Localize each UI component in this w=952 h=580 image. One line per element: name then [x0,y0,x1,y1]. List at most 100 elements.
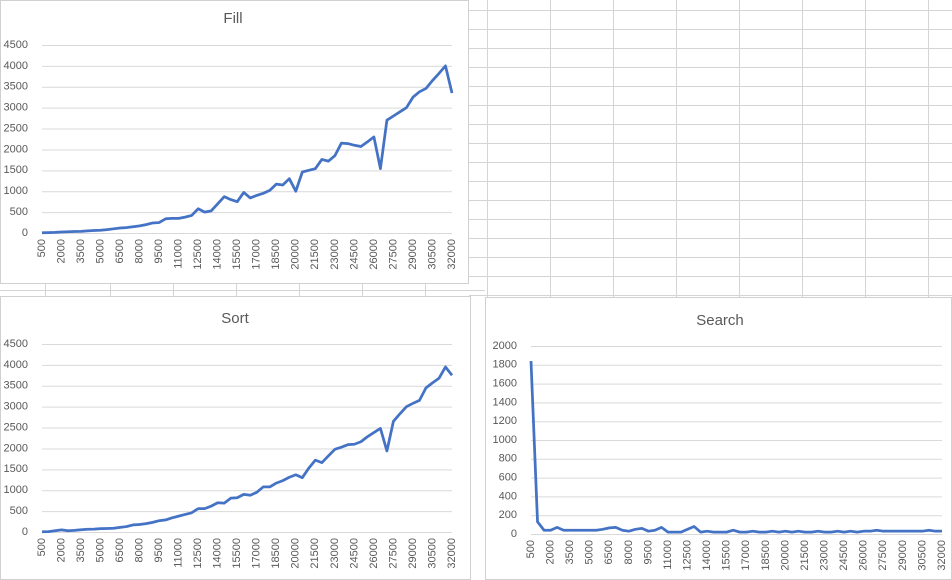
x-tick-label: 23000 [818,540,830,571]
chart-frame [0,0,469,284]
y-tick-label: 2000 [4,442,28,454]
y-tick-label: 800 [499,453,517,465]
y-tick-label: 3500 [4,81,28,93]
x-tick-label: 6500 [114,239,126,263]
y-tick-label: 500 [10,206,28,218]
x-tick-label: 9500 [153,239,165,263]
x-tick-label: 12500 [681,540,693,571]
chart-title: Fill [223,10,242,27]
y-tick-label: 1200 [493,415,517,427]
x-tick-label: 18500 [760,540,772,571]
x-tick-label: 500 [36,538,48,556]
x-tick-label: 18500 [270,538,282,569]
x-tick-label: 5000 [584,540,596,564]
y-tick-label: 200 [499,509,517,521]
y-tick-label: 400 [499,490,517,502]
y-tick-label: 0 [22,227,28,239]
x-tick-label: 2000 [55,538,67,562]
x-tick-label: 8000 [134,239,146,263]
y-tick-label: 4000 [4,359,28,371]
y-tick-label: 3000 [4,401,28,413]
x-tick-label: 30500 [426,239,438,270]
x-tick-label: 9500 [642,540,654,564]
x-tick-label: 500 [36,239,48,257]
x-tick-label: 20000 [290,239,302,270]
y-tick-label: 2000 [493,340,517,352]
line-series [41,365,454,534]
y-tick-label: 1500 [4,463,28,475]
y-tick-label: 1000 [4,484,28,496]
x-tick-label: 27500 [387,239,399,270]
y-tick-label: 1400 [493,396,517,408]
chart-frame [0,296,471,580]
x-tick-label: 26000 [858,540,870,571]
y-tick-label: 0 [22,526,28,538]
x-tick-label: 12500 [192,538,204,569]
y-tick-label: 2500 [4,122,28,134]
x-tick-label: 21500 [799,540,811,571]
y-tick-label: 500 [10,505,28,517]
x-tick-label: 2000 [55,239,67,263]
x-tick-label: 12500 [192,239,204,270]
x-tick-label: 27500 [877,540,889,571]
x-tick-label: 17000 [251,538,263,569]
y-tick-label: 4500 [4,338,28,350]
y-tick-label: 3500 [4,380,28,392]
x-tick-label: 27500 [387,538,399,569]
x-tick-label: 5000 [94,538,106,562]
x-tick-label: 11000 [173,239,185,269]
x-tick-label: 23000 [329,538,341,569]
cell-grid [0,0,952,297]
x-tick-label: 26000 [368,239,380,270]
y-tick-label: 3000 [4,102,28,114]
x-tick-label: 15500 [721,540,733,571]
y-tick-label: 4500 [4,39,28,51]
x-tick-label: 20000 [290,538,302,569]
x-tick-label: 18500 [270,239,282,270]
x-tick-label: 3500 [564,540,576,564]
y-tick-label: 4000 [4,60,28,72]
line-series [529,360,942,534]
x-tick-label: 3500 [75,239,87,263]
x-tick-label: 32000 [936,540,948,571]
x-tick-label: 5000 [94,239,106,263]
x-tick-label: 30500 [426,538,438,569]
y-tick-label: 2000 [4,143,28,155]
y-tick-label: 0 [511,528,517,540]
x-tick-label: 2000 [544,540,556,564]
x-tick-label: 14000 [701,540,713,571]
x-tick-label: 26000 [368,538,380,569]
x-tick-label: 14000 [212,538,224,569]
y-tick-label: 1000 [493,434,517,446]
x-tick-label: 3500 [75,538,87,562]
x-tick-label: 11000 [173,538,185,568]
chart-frame [485,297,952,580]
x-tick-label: 32000 [446,538,458,569]
x-tick-label: 21500 [309,239,321,270]
x-tick-label: 30500 [916,540,928,571]
x-tick-label: 14000 [212,239,224,270]
y-tick-label: 1800 [493,359,517,371]
x-tick-label: 6500 [603,540,615,564]
x-tick-label: 24500 [348,538,360,569]
x-tick-label: 24500 [348,239,360,270]
x-tick-label: 15500 [231,538,243,569]
chart-title: Search [696,312,744,329]
x-tick-label: 8000 [134,538,146,562]
x-tick-label: 11000 [662,540,674,570]
line-series [41,64,454,235]
x-tick-label: 8000 [623,540,635,564]
x-tick-label: 23000 [329,239,341,270]
x-tick-label: 9500 [153,538,165,562]
chart-title: Sort [221,310,249,327]
x-tick-label: 29000 [407,538,419,569]
x-tick-label: 500 [525,540,537,558]
y-tick-label: 600 [499,472,517,484]
y-tick-label: 2500 [4,421,28,433]
x-tick-label: 24500 [838,540,850,571]
y-tick-label: 1000 [4,185,28,197]
x-tick-label: 17000 [251,239,263,270]
y-tick-label: 1500 [4,164,28,176]
x-tick-label: 20000 [779,540,791,571]
